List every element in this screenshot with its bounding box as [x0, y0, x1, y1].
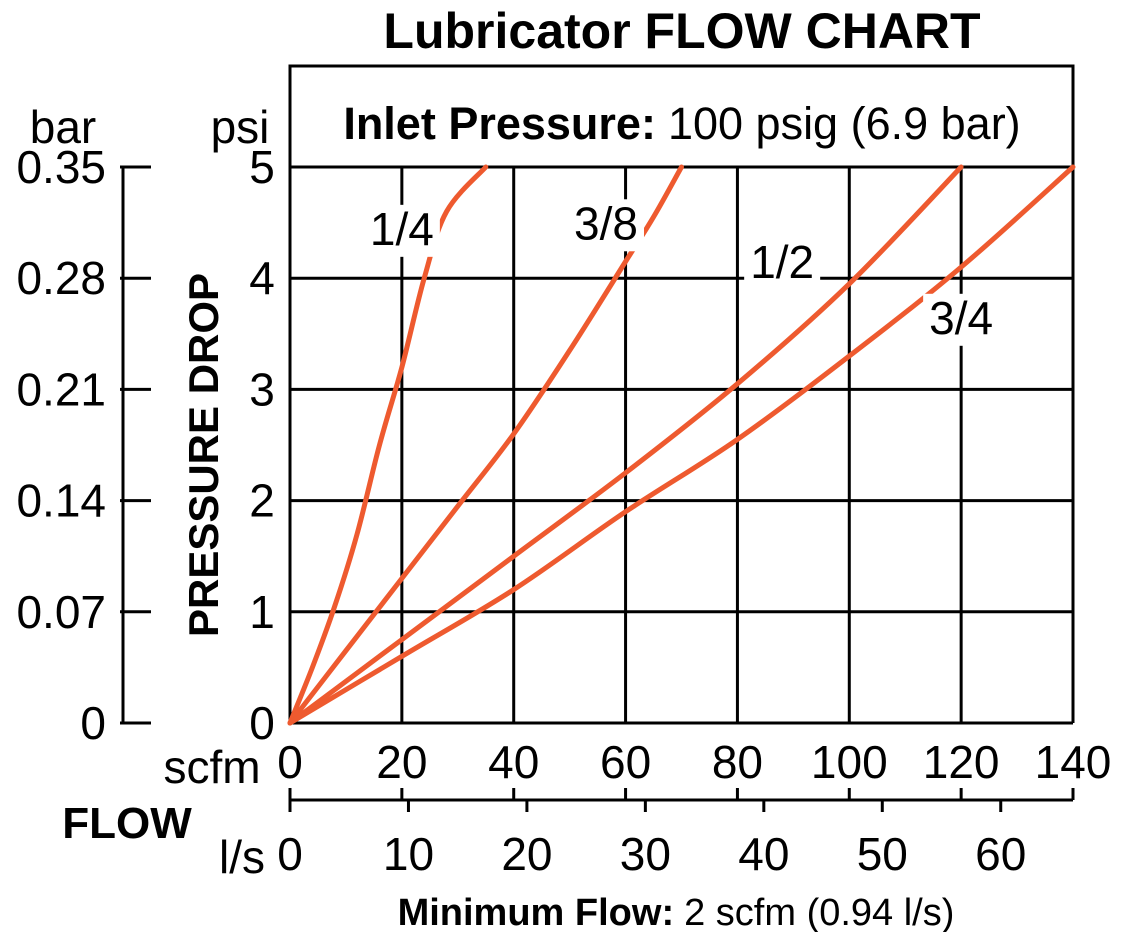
y-secondary-tick-label: 0.07: [16, 586, 106, 638]
x-secondary-tick-label: 40: [738, 828, 789, 880]
x-primary-ticks: 0 20 40 60 80 100 120 140: [277, 736, 1111, 788]
chart-title: Lubricator FLOW CHART: [383, 3, 980, 59]
x-tick-label: 40: [488, 736, 539, 788]
x-tick-label: 140: [1035, 736, 1112, 788]
x-secondary-tick-label: 20: [501, 828, 552, 880]
y-unit-primary: psi: [211, 101, 270, 153]
x-secondary-tick-label: 0: [277, 828, 303, 880]
y-secondary-tick-label: 0.28: [16, 252, 106, 304]
curve-3-4: [287, 164, 1076, 726]
x-secondary-tick-label: 50: [857, 828, 908, 880]
curve-label-backdrop: [567, 199, 644, 252]
curve-label: 1/4: [370, 203, 434, 255]
y-tick-label: 1: [249, 586, 275, 638]
y-tick-label: 5: [249, 141, 275, 193]
curve-labels: 1/4 3/8 1/2 3/4: [363, 197, 1000, 346]
curve-label: 3/8: [574, 197, 638, 249]
y-tick-label: 0: [249, 697, 275, 749]
x-tick-label: 60: [600, 736, 651, 788]
minimum-flow-label: Minimum Flow:: [398, 892, 675, 932]
minimum-flow-value: 2 scfm (0.94 l/s): [684, 892, 954, 932]
curve-label-backdrop: [744, 238, 821, 291]
y-secondary-axis: 0 0.07 0.14 0.21 0.28 0.35: [16, 141, 151, 749]
x-secondary-axis: 0 10 20 30 40 50 60: [277, 788, 1075, 880]
inlet-pressure-caption: Inlet Pressure: 100 psig (6.9 bar): [343, 98, 1020, 149]
curve-label-backdrop: [363, 204, 440, 257]
x-tick-label: 0: [277, 736, 303, 788]
x-tick-label: 100: [811, 736, 888, 788]
y-unit-secondary: bar: [30, 101, 96, 153]
x-secondary-tick-label: 10: [383, 828, 434, 880]
y-tick-label: 4: [249, 252, 275, 304]
curve-label-backdrop: [923, 293, 1000, 346]
x-tick-label: 20: [376, 736, 427, 788]
inlet-pressure-label: Inlet Pressure:: [343, 98, 656, 149]
x-unit-secondary: l/s: [219, 831, 265, 883]
curve-label: 3/4: [929, 292, 993, 344]
x-unit-primary: scfm: [163, 741, 260, 793]
y-primary-ticks: 0 1 2 3 4 5: [249, 141, 275, 749]
inlet-pressure-value: 100 psig (6.9 bar): [668, 98, 1021, 149]
x-tick-label: 120: [923, 736, 1000, 788]
curve-1-2: [287, 164, 964, 726]
y-secondary-tick-label: 0.14: [16, 475, 106, 527]
minimum-flow-caption: Minimum Flow: 2 scfm (0.94 l/s): [398, 892, 955, 932]
y-secondary-tick-label: 0.35: [16, 141, 106, 193]
y-secondary-tick-label: 0: [80, 697, 106, 749]
x-secondary-tick-label: 30: [620, 828, 671, 880]
y-tick-label: 3: [249, 363, 275, 415]
curve-label: 1/2: [750, 236, 814, 288]
y-axis-label: PRESSURE DROP: [180, 273, 227, 637]
x-tick-label: 80: [712, 736, 763, 788]
y-secondary-tick-label: 0.21: [16, 363, 106, 415]
x-axis-label: FLOW: [62, 799, 192, 848]
x-secondary-tick-label: 60: [975, 828, 1026, 880]
y-tick-label: 2: [249, 475, 275, 527]
